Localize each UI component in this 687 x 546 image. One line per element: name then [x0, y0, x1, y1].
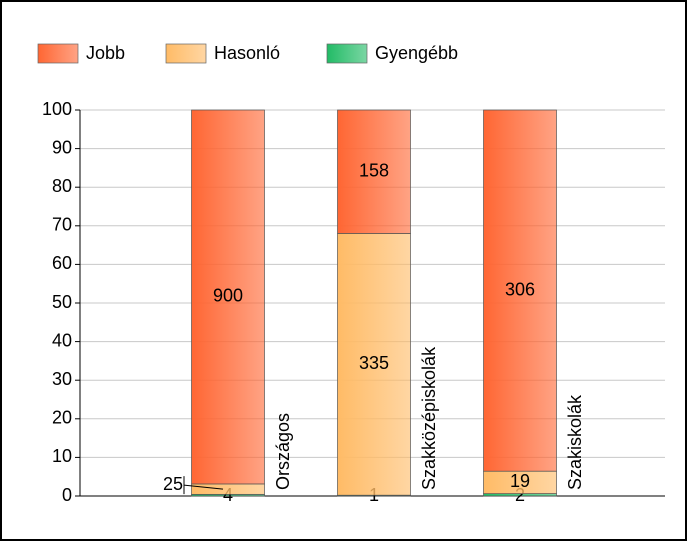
bar-segment — [337, 109, 411, 234]
x-tick-label: Országos — [273, 413, 293, 490]
data-label: 900 — [213, 286, 243, 306]
y-tick-label: 90 — [52, 137, 72, 157]
y-tick-label: 20 — [52, 408, 72, 428]
data-label: 306 — [505, 279, 535, 299]
data-label: 4 — [223, 485, 233, 505]
y-tick-label: 30 — [52, 369, 72, 389]
bar-segment — [191, 109, 265, 485]
y-tick-label: 40 — [52, 330, 72, 350]
x-tick-label: Szakközépiskolák — [419, 346, 439, 490]
y-tick-label: 10 — [52, 446, 72, 466]
legend-swatch — [37, 43, 79, 64]
legend-label: Jobb — [86, 43, 125, 63]
x-tick-label: Szakiskolák — [565, 394, 585, 490]
y-tick-label: 60 — [52, 253, 72, 273]
legend-swatch — [165, 43, 207, 64]
bar-segment — [337, 233, 411, 496]
y-tick-label: 70 — [52, 215, 72, 235]
legend-label: Gyengébb — [375, 43, 458, 63]
bar-segment — [191, 483, 265, 495]
data-label: 19 — [510, 471, 530, 491]
y-tick-label: 0 — [62, 485, 72, 505]
y-tick-label: 50 — [52, 292, 72, 312]
label-arrow — [183, 484, 224, 490]
legend-swatch — [326, 43, 368, 64]
data-label: 2 — [515, 485, 525, 505]
bar-segment — [483, 109, 557, 472]
data-label: 335 — [359, 353, 389, 373]
data-label: 158 — [359, 160, 389, 180]
legend-label: Hasonló — [214, 43, 280, 63]
y-tick-label: 80 — [52, 176, 72, 196]
data-label: 25 — [163, 474, 183, 494]
y-tick-label: 100 — [42, 99, 72, 119]
